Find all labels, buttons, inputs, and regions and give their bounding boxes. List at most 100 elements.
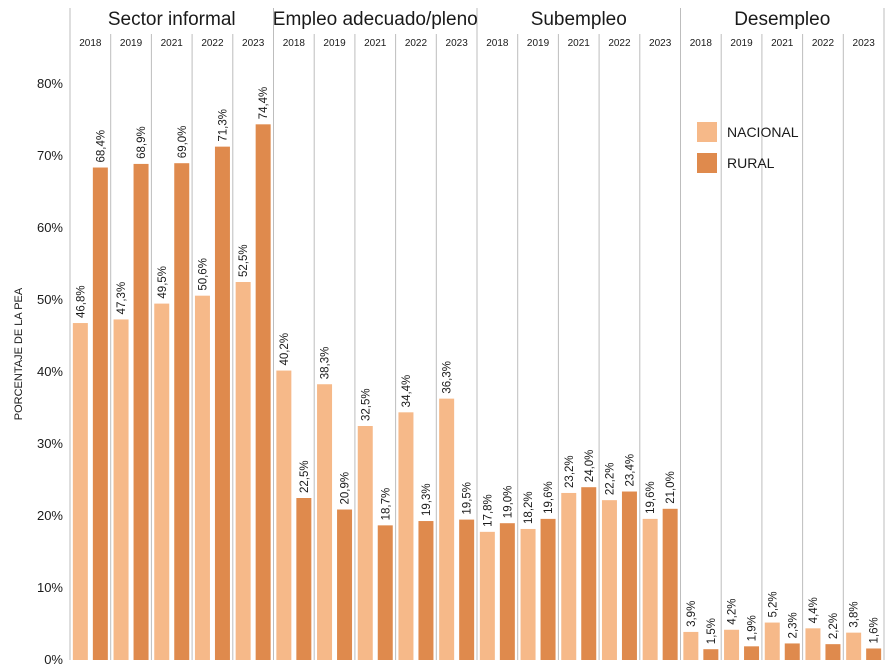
data-label-rural: 2,3%	[787, 612, 799, 638]
year-label: 2023	[242, 38, 265, 49]
data-label-rural: 19,6%	[543, 481, 555, 514]
data-label-nacional: 5,2%	[767, 591, 779, 617]
bar-rural	[662, 508, 678, 660]
year-label: 2021	[161, 38, 184, 49]
legend-label: NACIONAL	[727, 124, 799, 140]
bar-rural	[337, 509, 353, 660]
data-label-nacional: 4,2%	[727, 599, 739, 625]
bar-nacional	[479, 531, 495, 660]
group-title: Desempleo	[734, 9, 830, 30]
legend-swatch	[697, 153, 717, 173]
bar-rural	[174, 163, 190, 660]
gridlines	[69, 8, 885, 660]
bar-nacional	[520, 528, 536, 660]
year-label: 2018	[283, 38, 306, 49]
bar-nacional	[72, 323, 88, 660]
year-label: 2021	[771, 38, 794, 49]
data-label-rural: 68,4%	[95, 130, 107, 163]
bar-nacional	[398, 412, 414, 660]
data-label-rural: 1,9%	[747, 615, 759, 641]
group-title: Sector informal	[108, 9, 236, 30]
year-label: 2021	[364, 38, 387, 49]
data-label-rural: 20,9%	[340, 472, 352, 505]
bar-nacional	[439, 398, 455, 660]
data-label-nacional: 19,6%	[645, 481, 657, 514]
data-label-nacional: 38,3%	[320, 347, 332, 380]
data-label-rural: 1,6%	[869, 617, 881, 643]
bar-rural	[784, 643, 800, 660]
data-label-nacional: 3,9%	[686, 601, 698, 627]
bar-rural	[744, 646, 760, 660]
data-label-nacional: 50,6%	[197, 258, 209, 291]
bar-rural	[825, 644, 841, 660]
y-tick-label: 10%	[37, 580, 63, 595]
bar-nacional	[561, 492, 577, 660]
year-label: 2018	[79, 38, 102, 49]
y-tick-label: 70%	[37, 148, 63, 163]
data-label-rural: 74,4%	[258, 87, 270, 120]
y-tick-label: 40%	[37, 364, 63, 379]
data-label-rural: 19,5%	[462, 482, 474, 515]
year-label: 2019	[730, 38, 753, 49]
year-label: 2021	[568, 38, 591, 49]
data-label-rural: 23,4%	[624, 454, 636, 487]
bar-rural	[214, 146, 230, 660]
bar-nacional	[113, 319, 129, 660]
y-tick-label: 20%	[37, 508, 63, 523]
data-label-nacional: 18,2%	[523, 491, 535, 524]
year-label: 2019	[120, 38, 143, 49]
bar-rural	[499, 523, 515, 660]
year-label: 2022	[405, 38, 428, 49]
year-label: 2022	[812, 38, 835, 49]
data-label-nacional: 17,8%	[482, 494, 494, 527]
data-label-nacional: 3,8%	[849, 601, 861, 627]
data-label-nacional: 4,4%	[808, 597, 820, 623]
legend-swatch	[697, 122, 717, 142]
group-title: Subempleo	[531, 9, 627, 30]
bar-nacional	[194, 295, 210, 660]
y-axis: PORCENTAJE DE LA PEA 0% 10% 20% 30% 40% 50% 60…	[13, 76, 63, 667]
bar-rural	[581, 487, 597, 660]
y-tick-label: 80%	[37, 76, 63, 91]
data-label-nacional: 52,5%	[238, 244, 250, 277]
y-axis-label: PORCENTAJE DE LA PEA	[13, 287, 25, 420]
bar-nacional	[235, 282, 251, 660]
bars	[72, 124, 882, 661]
bar-rural	[255, 124, 271, 660]
y-tick-label: 0%	[44, 652, 63, 667]
year-label: 2023	[649, 38, 672, 49]
bar-rural	[418, 521, 434, 660]
bar-nacional	[805, 628, 821, 660]
data-label-rural: 21,0%	[665, 471, 677, 504]
data-label-nacional: 32,5%	[360, 388, 372, 421]
bar-rural	[540, 518, 556, 660]
bar-nacional	[724, 629, 740, 660]
y-tick-label: 50%	[37, 292, 63, 307]
bar-rural	[377, 525, 393, 660]
bar-rural	[866, 648, 882, 660]
year-label: 2023	[853, 38, 876, 49]
y-tick-label: 30%	[37, 436, 63, 451]
data-label-nacional: 47,3%	[116, 282, 128, 315]
legend-label: RURAL	[727, 155, 775, 171]
data-label-rural: 68,9%	[136, 126, 148, 159]
data-label-nacional: 34,4%	[401, 375, 413, 408]
data-label-rural: 71,3%	[217, 109, 229, 142]
data-labels: 46,8% 68,4% 47,3% 68,9% 49,5% 69,0% 50,6% 71,3%…	[75, 87, 880, 644]
bar-nacional	[642, 518, 658, 660]
year-label: 2018	[690, 38, 713, 49]
data-label-nacional: 49,5%	[157, 266, 169, 299]
bar-nacional	[317, 384, 333, 660]
group-headers: Sector informal 2018 2019 2021 2022 2023 Emple…	[79, 9, 875, 49]
year-label: 2019	[323, 38, 346, 49]
data-label-rural: 1,5%	[706, 618, 718, 644]
year-label: 2019	[527, 38, 550, 49]
data-label-rural: 19,3%	[421, 483, 433, 516]
bar-rural	[621, 491, 637, 660]
year-label: 2022	[608, 38, 631, 49]
bar-rural	[459, 519, 475, 660]
bar-nacional	[154, 303, 170, 660]
bar-nacional	[764, 622, 780, 660]
year-label: 2022	[201, 38, 224, 49]
